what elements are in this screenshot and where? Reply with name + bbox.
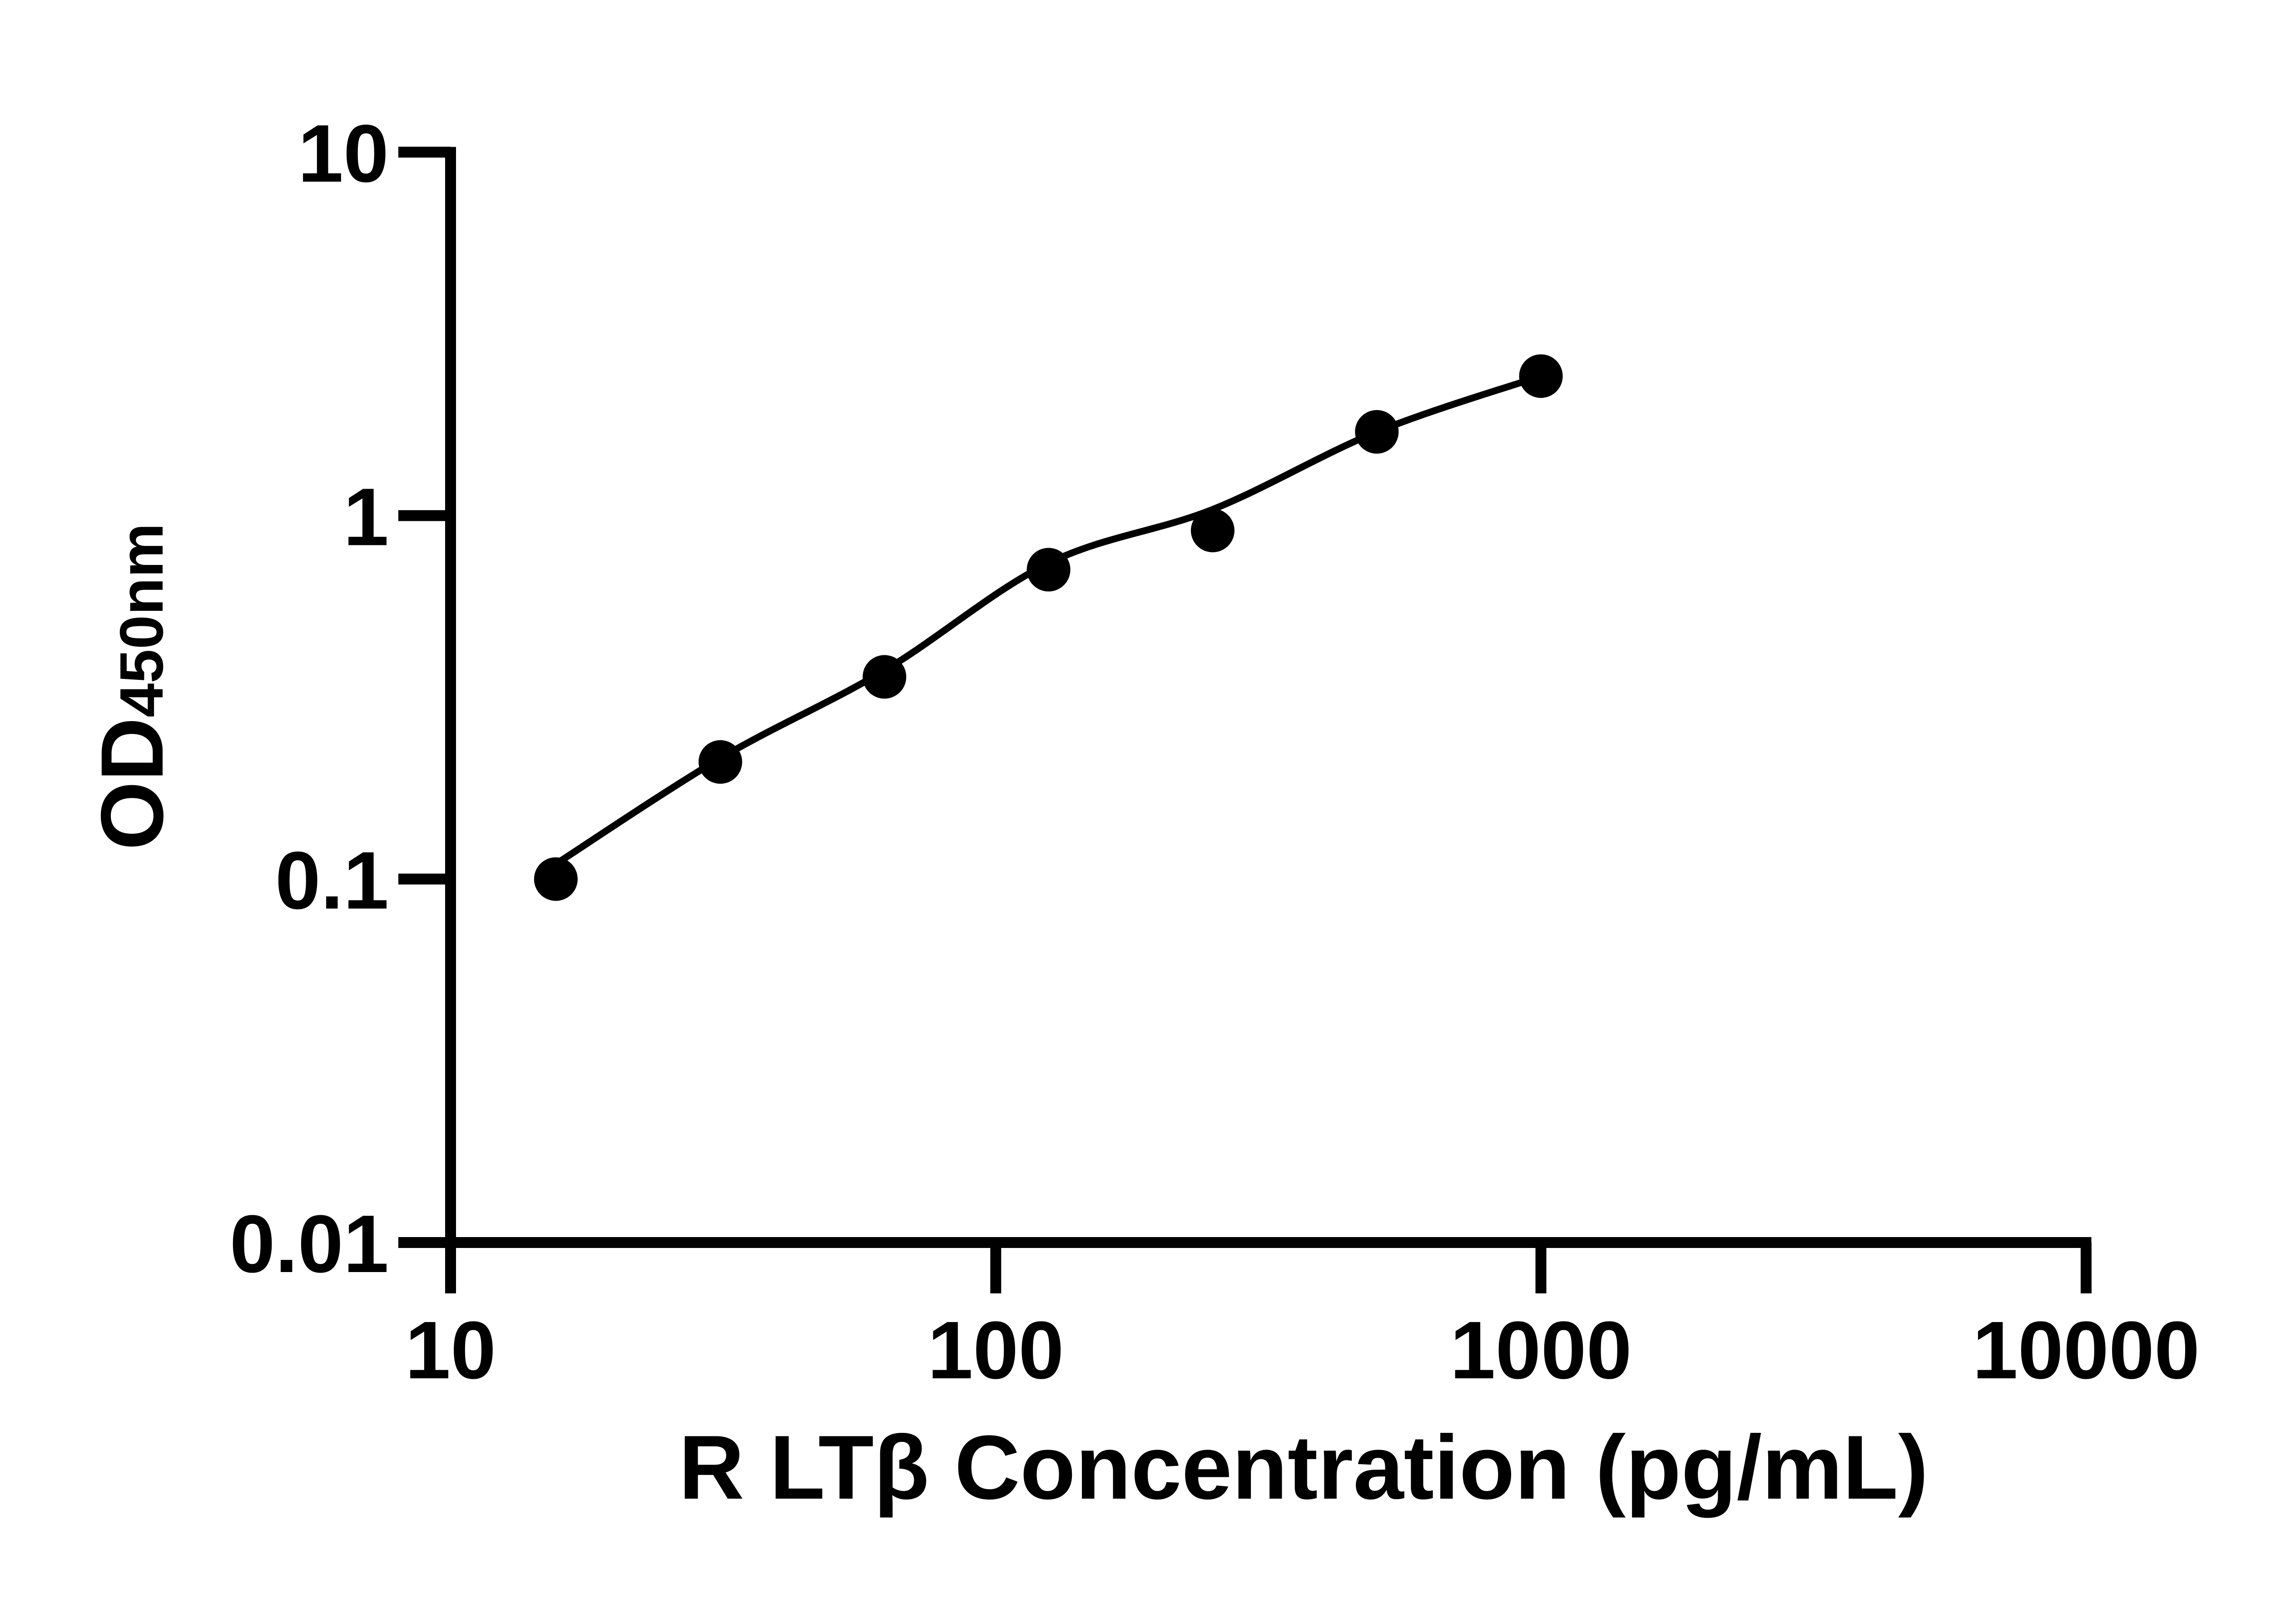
data-point — [1190, 509, 1235, 553]
fit-curve-layer — [552, 372, 1545, 868]
data-point — [1519, 354, 1563, 398]
axes — [398, 147, 2092, 1293]
y-tick-label: 10 — [298, 108, 389, 199]
x-tick-label: 100 — [927, 1305, 1064, 1396]
data-point — [1355, 410, 1399, 454]
data-point — [699, 740, 742, 784]
y-axis-title-subscript: 450nm — [107, 523, 176, 718]
x-tick-label: 10000 — [1973, 1305, 2200, 1396]
data-point — [863, 655, 907, 699]
x-tick-label: 1000 — [1450, 1305, 1631, 1396]
data-point — [534, 857, 578, 901]
fit-curve — [552, 372, 1545, 868]
y-tick-label: 0.01 — [230, 1198, 389, 1290]
y-axis-title-main: OD — [83, 718, 182, 851]
y-tick-label: 1 — [343, 471, 389, 563]
x-axis-title: R LTβ Concentration (pg/mL) — [679, 1417, 1928, 1518]
x-tick-label: 10 — [405, 1305, 496, 1396]
data-points-layer — [534, 354, 1563, 901]
y-tick-label: 0.1 — [275, 835, 389, 926]
y-axis-title: OD450nm — [83, 523, 182, 850]
axis-ticks — [398, 147, 2092, 1293]
data-point — [1026, 548, 1071, 592]
